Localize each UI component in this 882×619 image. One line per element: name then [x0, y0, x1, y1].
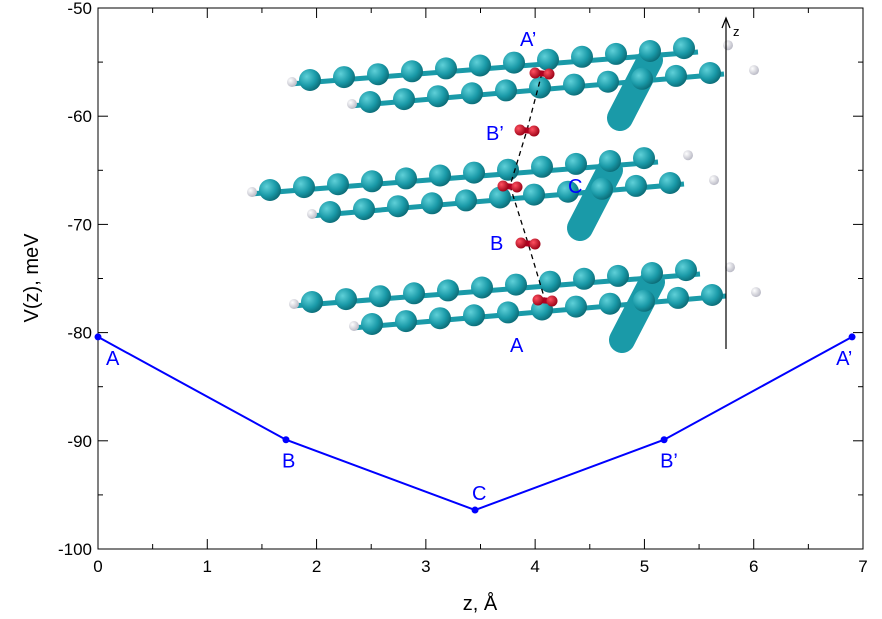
inset-label-a-prime: A’ — [520, 29, 536, 51]
inset-label-a: A — [510, 335, 524, 357]
data-point-2 — [472, 507, 479, 514]
inset-z-axis-label: z — [733, 24, 740, 39]
point-label-4: A’ — [836, 348, 852, 370]
data-point-4 — [849, 333, 856, 340]
inset-label-c: C — [568, 176, 582, 198]
x-tick-label-2: 2 — [312, 557, 321, 576]
y-tick-label-1: -90 — [67, 432, 92, 451]
point-label-3: B’ — [660, 451, 678, 473]
y-tick-label-5: -50 — [67, 0, 92, 18]
graphene-sheet-2 — [247, 147, 719, 228]
inset-label-b: B — [490, 233, 503, 255]
data-point-1 — [282, 436, 289, 443]
x-tick-label-0: 0 — [93, 557, 102, 576]
data-series: A B C B’ A’ — [95, 333, 856, 513]
oxygen-molecule-3 — [516, 238, 541, 250]
data-point-3 — [661, 436, 668, 443]
y-tick-label-3: -70 — [67, 215, 92, 234]
x-tick-label-4: 4 — [530, 557, 539, 576]
inset-label-b-prime: B’ — [486, 123, 504, 145]
graphene-sheet-3 — [289, 259, 761, 340]
y-tick-label-4: -60 — [67, 107, 92, 126]
point-label-2: C — [472, 483, 486, 505]
oxygen-molecule-2 — [498, 181, 523, 193]
y-tick-label-2: -80 — [67, 324, 92, 343]
x-tick-label-7: 7 — [858, 557, 867, 576]
y-axis-ticks: -100 -90 -80 -70 -60 -50 — [58, 0, 863, 559]
oxygen-molecule-1 — [515, 125, 540, 137]
y-tick-label-0: -100 — [58, 540, 92, 559]
data-point-0 — [95, 333, 102, 340]
y-axis-label: V(z), meV — [21, 233, 43, 323]
x-tick-label-3: 3 — [421, 557, 430, 576]
x-axis-label: z, Å — [463, 592, 498, 615]
point-label-0: A — [106, 348, 120, 370]
molecular-structure-inset — [247, 18, 761, 349]
point-label-1: B — [282, 451, 295, 473]
x-tick-label-6: 6 — [749, 557, 758, 576]
x-tick-label-5: 5 — [640, 557, 649, 576]
x-tick-label-1: 1 — [203, 557, 212, 576]
